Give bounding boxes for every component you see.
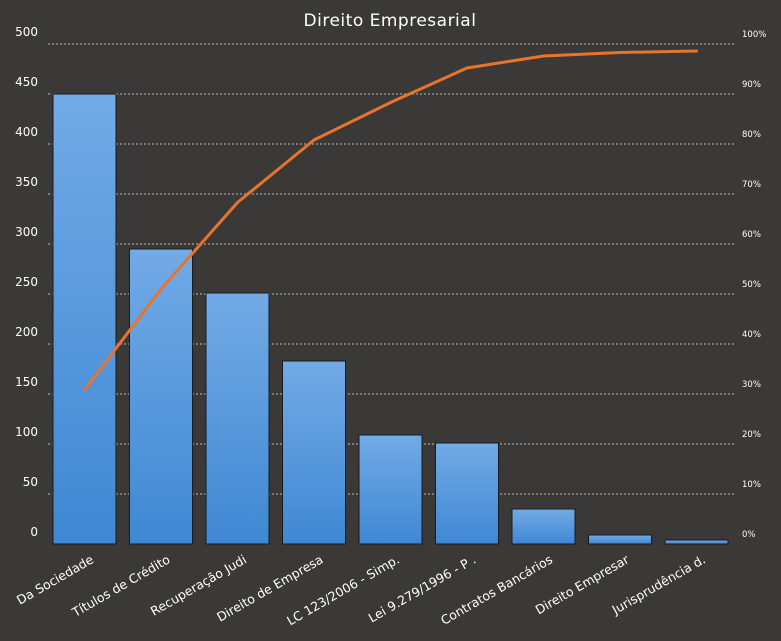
bar	[205, 292, 270, 545]
y2-tick-label: 60%	[742, 230, 761, 240]
y2-tick-label: 40%	[742, 330, 761, 340]
chart-title: Direito Empresarial	[304, 11, 477, 31]
y-tick-label: 300	[15, 225, 38, 239]
y-axis: 0 50 100 150 200 250 300 350 400 450 500	[15, 25, 38, 539]
y-tick-label: 250	[15, 275, 38, 289]
y-tick-label: 350	[15, 175, 38, 189]
y-tick-label: 500	[15, 25, 38, 39]
y2-tick-label: 90%	[742, 80, 761, 90]
bar	[664, 539, 729, 545]
y-tick-label: 100	[15, 425, 38, 439]
bar	[282, 360, 346, 545]
y2-tick-label: 100%	[742, 30, 766, 40]
y2-tick-label: 80%	[742, 130, 761, 140]
y2-tick-label: 20%	[742, 430, 761, 440]
bar	[358, 434, 423, 545]
y2-tick-label: 0%	[742, 530, 756, 540]
y-tick-label: 50	[23, 475, 38, 489]
bar	[511, 508, 576, 545]
y-tick-label: 400	[15, 125, 38, 139]
y-tick-label: 0	[30, 525, 38, 539]
y2-tick-label: 10%	[742, 480, 761, 490]
cumulative-percent-line	[83, 49, 698, 392]
bar	[435, 442, 499, 545]
bar	[588, 534, 652, 545]
secondary-y-axis: 0% 10% 20% 30% 40% 50% 60% 70% 80% 90% 100%	[742, 30, 766, 540]
y2-tick-label: 70%	[742, 180, 761, 190]
cumulative-line-layer	[83, 49, 698, 392]
y-tick-label: 450	[15, 75, 38, 89]
bar	[129, 248, 193, 545]
y-tick-label: 150	[15, 375, 38, 389]
bar	[52, 93, 117, 545]
bars	[52, 93, 729, 545]
gridlines	[48, 43, 735, 495]
y2-tick-label: 30%	[742, 380, 761, 390]
y-tick-label: 200	[15, 325, 38, 339]
y2-tick-label: 50%	[742, 280, 761, 290]
